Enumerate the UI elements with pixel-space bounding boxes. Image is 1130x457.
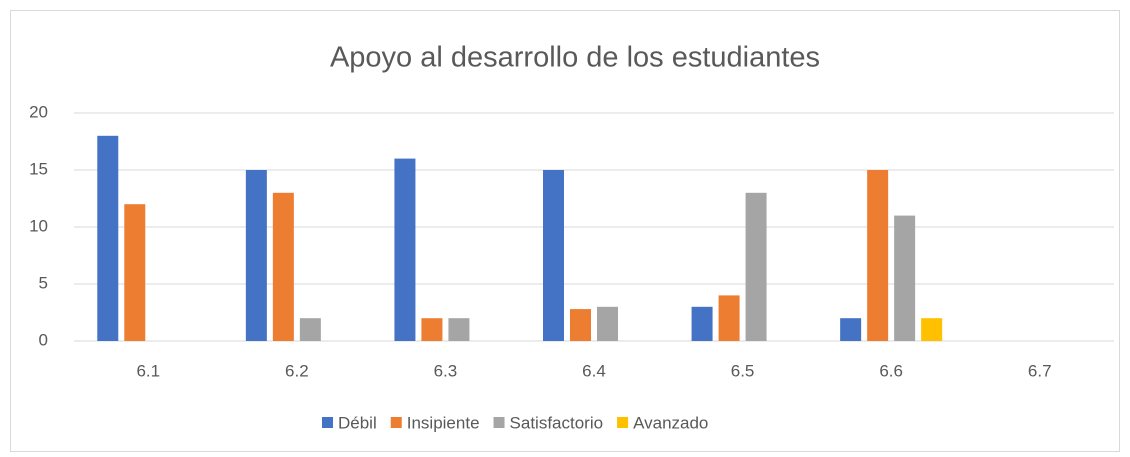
bar — [448, 318, 470, 341]
bar — [691, 306, 713, 341]
bar — [570, 309, 591, 341]
legend-label: Satisfactorio — [510, 413, 604, 432]
x-tick-label: 6.5 — [731, 361, 755, 380]
legend-swatch — [322, 417, 333, 428]
x-tick-label: 6.6 — [879, 361, 903, 380]
x-tick-label: 6.7 — [1028, 361, 1052, 380]
bar — [745, 192, 767, 341]
x-tick-label: 6.3 — [434, 361, 458, 380]
bar — [97, 135, 119, 341]
y-tick-label: 15 — [29, 159, 48, 178]
legend-label: Insipiente — [407, 413, 480, 432]
y-tick-label: 5 — [39, 273, 48, 292]
legend-label: Débil — [338, 413, 377, 432]
y-tick-label: 20 — [29, 102, 48, 121]
bar — [394, 158, 416, 341]
bar — [245, 170, 267, 341]
x-tick-label: 6.1 — [136, 361, 160, 380]
legend-swatch — [493, 417, 505, 428]
bar — [272, 192, 294, 341]
chart-border — [10, 10, 1120, 452]
bar — [867, 170, 889, 341]
legend-swatch — [617, 417, 629, 428]
bar — [894, 215, 916, 341]
x-tick-label: 6.2 — [285, 361, 309, 380]
bar — [718, 295, 740, 341]
bar — [124, 204, 146, 341]
x-tick-label: 6.4 — [582, 361, 606, 380]
bar — [543, 170, 564, 341]
bar — [299, 318, 321, 341]
legend-swatch — [390, 417, 402, 428]
bar — [421, 318, 443, 341]
bar — [840, 318, 862, 341]
bar — [921, 318, 943, 341]
legend-label: Avanzado — [633, 413, 708, 432]
y-tick-label: 10 — [29, 216, 48, 235]
bar — [597, 306, 618, 341]
y-tick-label: 0 — [39, 330, 48, 349]
chart-title: Apoyo al desarrollo de los estudiantes — [330, 42, 820, 74]
